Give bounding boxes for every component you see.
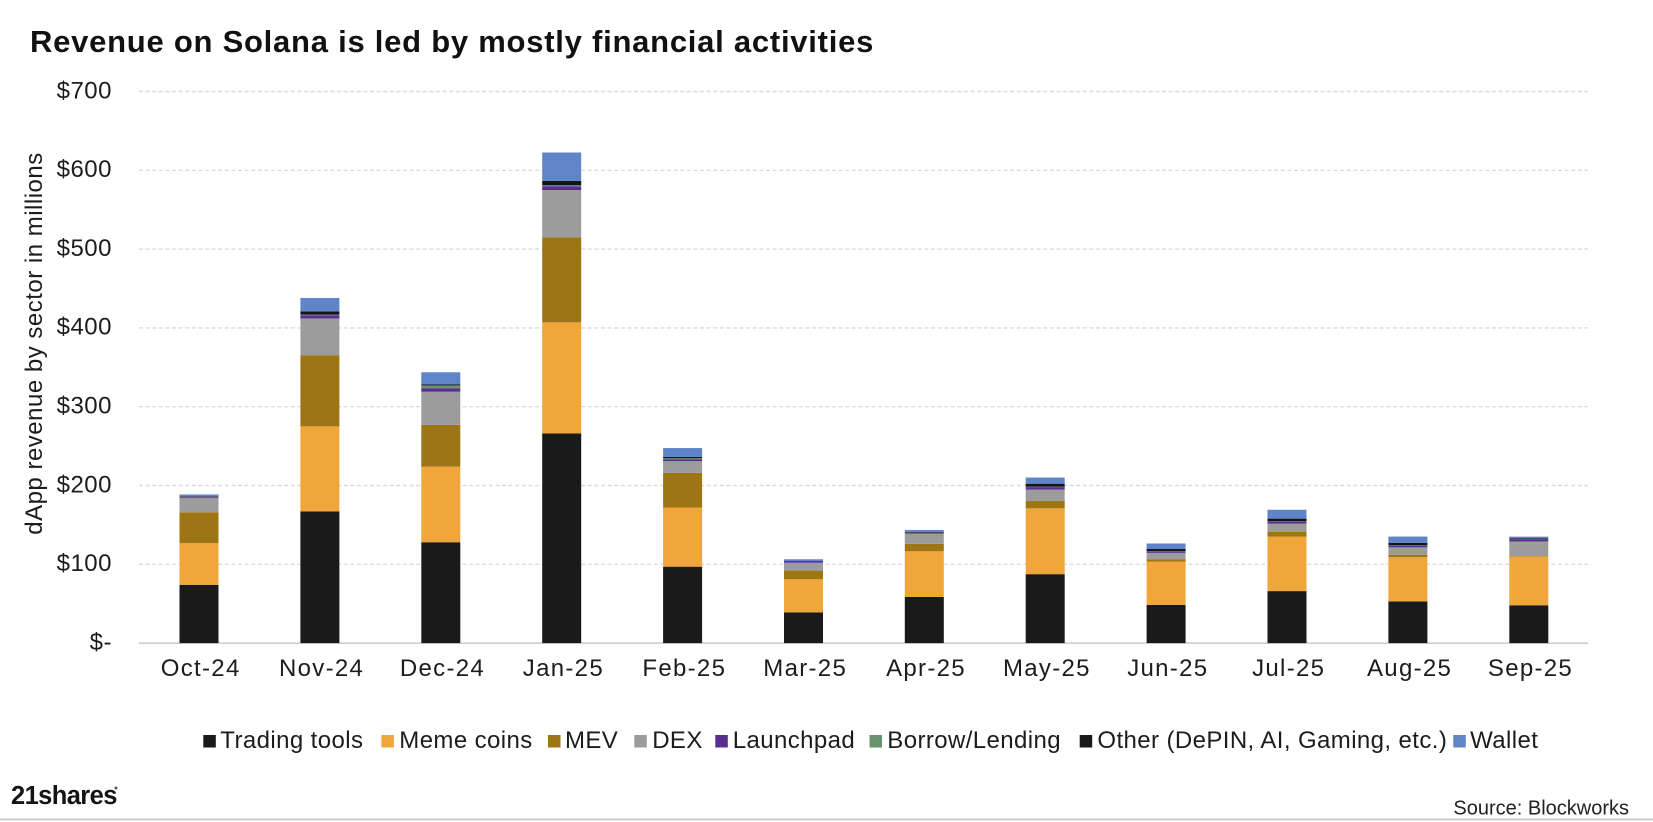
svg-text:$700: $700 xyxy=(57,77,112,104)
svg-text:Dec-24: Dec-24 xyxy=(400,655,485,682)
svg-text:Source: Blockworks: Source: Blockworks xyxy=(1453,798,1629,820)
svg-text:Sep-25: Sep-25 xyxy=(1488,655,1573,682)
svg-text:Other (DePIN, AI, Gaming, etc.: Other (DePIN, AI, Gaming, etc.) xyxy=(1097,727,1447,754)
svg-text:Trading tools: Trading tools xyxy=(220,727,363,754)
svg-text:$600: $600 xyxy=(57,156,112,183)
svg-text:$500: $500 xyxy=(57,235,112,262)
svg-text:21shares: 21shares xyxy=(11,782,117,810)
svg-text:Launchpad: Launchpad xyxy=(733,727,855,754)
svg-text:Meme coins: Meme coins xyxy=(399,727,532,754)
svg-text:DEX: DEX xyxy=(652,727,703,754)
svg-text:$-: $- xyxy=(90,629,112,656)
svg-text:Borrow/Lending: Borrow/Lending xyxy=(887,727,1061,754)
svg-text:Wallet: Wallet xyxy=(1470,727,1538,754)
svg-text:Feb-25: Feb-25 xyxy=(642,655,726,682)
svg-text:dApp revenue by sector in mill: dApp revenue by sector in millions xyxy=(21,152,48,535)
svg-text:Jul-25: Jul-25 xyxy=(1252,655,1325,682)
svg-text:Oct-24: Oct-24 xyxy=(161,655,241,682)
svg-text:Nov-24: Nov-24 xyxy=(279,655,364,682)
svg-text:Jun-25: Jun-25 xyxy=(1127,655,1208,682)
svg-text:May-25: May-25 xyxy=(1003,655,1091,682)
svg-text:$200: $200 xyxy=(57,471,112,498)
svg-text:$400: $400 xyxy=(57,314,112,341)
svg-text:Aug-25: Aug-25 xyxy=(1367,655,1452,682)
svg-text:Apr-25: Apr-25 xyxy=(886,655,966,682)
svg-text:Mar-25: Mar-25 xyxy=(763,655,847,682)
svg-text:$100: $100 xyxy=(57,550,112,577)
svg-text:Jan-25: Jan-25 xyxy=(523,655,604,682)
svg-text:$300: $300 xyxy=(57,393,112,420)
svg-text:MEV: MEV xyxy=(565,727,618,754)
